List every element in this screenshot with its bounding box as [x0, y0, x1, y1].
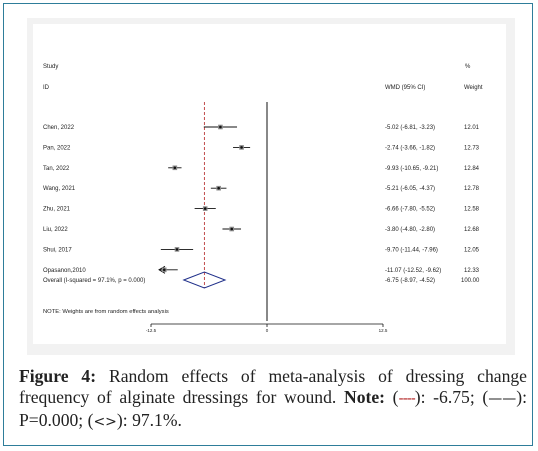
ci-text: -11.07 (-12.52, -9.62) [385, 268, 441, 274]
point-estimate [203, 207, 207, 210]
weight-value: 12.01 [464, 125, 480, 131]
weight-value: 12.84 [464, 166, 480, 172]
ci-text: -2.74 (-3.66, -1.82) [385, 145, 435, 151]
diamond-symbol: <> [93, 414, 117, 430]
overall-diamond [182, 271, 227, 289]
forest-plot-panel: Study ID WMD (95% CI) % Weight Chen, 202… [27, 18, 515, 355]
ci-text: -5.21 (-6.05, -4.37) [385, 186, 435, 192]
ci-text: -9.70 (-11.44, -7.96) [385, 247, 438, 253]
figure-caption: Figure 4: Random effects of meta-analysi… [19, 366, 527, 433]
x-tick-label: 0 [266, 328, 269, 333]
point-estimate [173, 166, 177, 170]
ci-text: -6.66 (-7.80, -5.52) [385, 207, 435, 213]
point-estimate [175, 248, 179, 251]
x-tick-label: 12.5 [379, 328, 388, 333]
caption-label: Figure 4: [19, 366, 97, 386]
caption-p1-text: ): -6.75; ( [414, 387, 489, 407]
caption-note-label: Note: [343, 387, 386, 407]
weight-value: 12.58 [464, 207, 480, 213]
header-weight: Weight [464, 85, 483, 91]
note-text: NOTE: Weights are from random effects an… [43, 309, 169, 315]
point-estimate [219, 125, 222, 129]
weight-value: 12.78 [464, 186, 480, 192]
point-estimate [217, 186, 220, 190]
study-label: Chen, 2022 [43, 125, 75, 131]
header-effect: WMD (95% CI) [385, 85, 425, 91]
weight-value: 12.05 [464, 247, 480, 253]
weight-value: 12.68 [464, 227, 480, 233]
point-estimate [240, 146, 243, 149]
caption-p3-text: ): 97.1%. [116, 410, 182, 430]
ci-text: -9.93 (-10.65, -9.21) [385, 166, 438, 172]
caption-p1-open: ( [385, 387, 399, 407]
study-label: Pan, 2022 [43, 145, 71, 151]
caption-text: Random effects of meta-analysis of dress… [19, 366, 527, 407]
ci-text: -3.80 (-4.80, -2.80) [385, 227, 435, 233]
study-label: Tan, 2022 [43, 166, 70, 172]
figure-frame: Study ID WMD (95% CI) % Weight Chen, 202… [3, 3, 533, 446]
header-weight-symbol: % [465, 64, 471, 70]
overall-ci-text: -6.75 (-8.97, -4.52) [385, 278, 435, 284]
study-label: Shui, 2017 [43, 247, 72, 253]
header-study: Study [43, 64, 58, 70]
ci-text: -5.02 (-6.81, -3.23) [385, 125, 435, 131]
dashed-line-symbol: ---- [398, 391, 416, 407]
header-id: ID [43, 85, 50, 91]
study-label: Liu, 2022 [43, 227, 68, 233]
weight-value: 12.33 [464, 268, 480, 274]
plot-area [33, 24, 506, 344]
caption-p2-text: ): P=0.000; ( [19, 387, 527, 430]
study-label: Zhu, 2021 [43, 207, 71, 213]
study-label: Opasanon,2010 [43, 268, 86, 274]
forest-plot: Study ID WMD (95% CI) % Weight Chen, 202… [33, 24, 506, 344]
solid-line-symbol: —— [488, 391, 517, 407]
weight-value: 12.73 [464, 145, 480, 151]
point-estimate [230, 227, 234, 231]
study-label: Wang, 2021 [43, 186, 76, 192]
x-tick-label: -12.5 [146, 328, 157, 333]
overall-weight: 100.00 [461, 278, 480, 284]
overall-label: Overall (I-squared = 97.1%, p = 0.000) [43, 278, 145, 284]
ci-arrow [158, 265, 166, 274]
point-estimate [162, 268, 166, 272]
